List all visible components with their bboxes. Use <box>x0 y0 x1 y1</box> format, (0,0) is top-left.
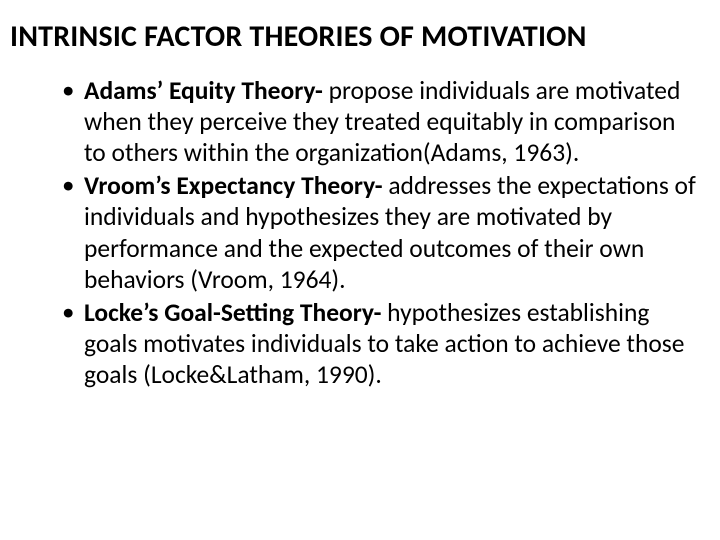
list-item: Vroom’s Expectancy Theory- addresses the… <box>62 170 700 294</box>
bullet-lead: Locke’s Goal-Setting Theory- <box>84 297 381 328</box>
slide-title: INTRINSIC FACTOR THEORIES OF MOTIVATION <box>10 18 700 55</box>
list-item: Adams’ Equity Theory- propose individual… <box>62 75 700 168</box>
bullet-list: Adams’ Equity Theory- propose individual… <box>10 75 700 390</box>
bullet-lead: Vroom’s Expectancy Theory- <box>84 170 383 201</box>
bullet-lead: Adams’ Equity Theory- <box>84 75 323 106</box>
slide: INTRINSIC FACTOR THEORIES OF MOTIVATION … <box>0 0 720 540</box>
list-item: Locke’s Goal-Setting Theory- hypothesize… <box>62 297 700 390</box>
